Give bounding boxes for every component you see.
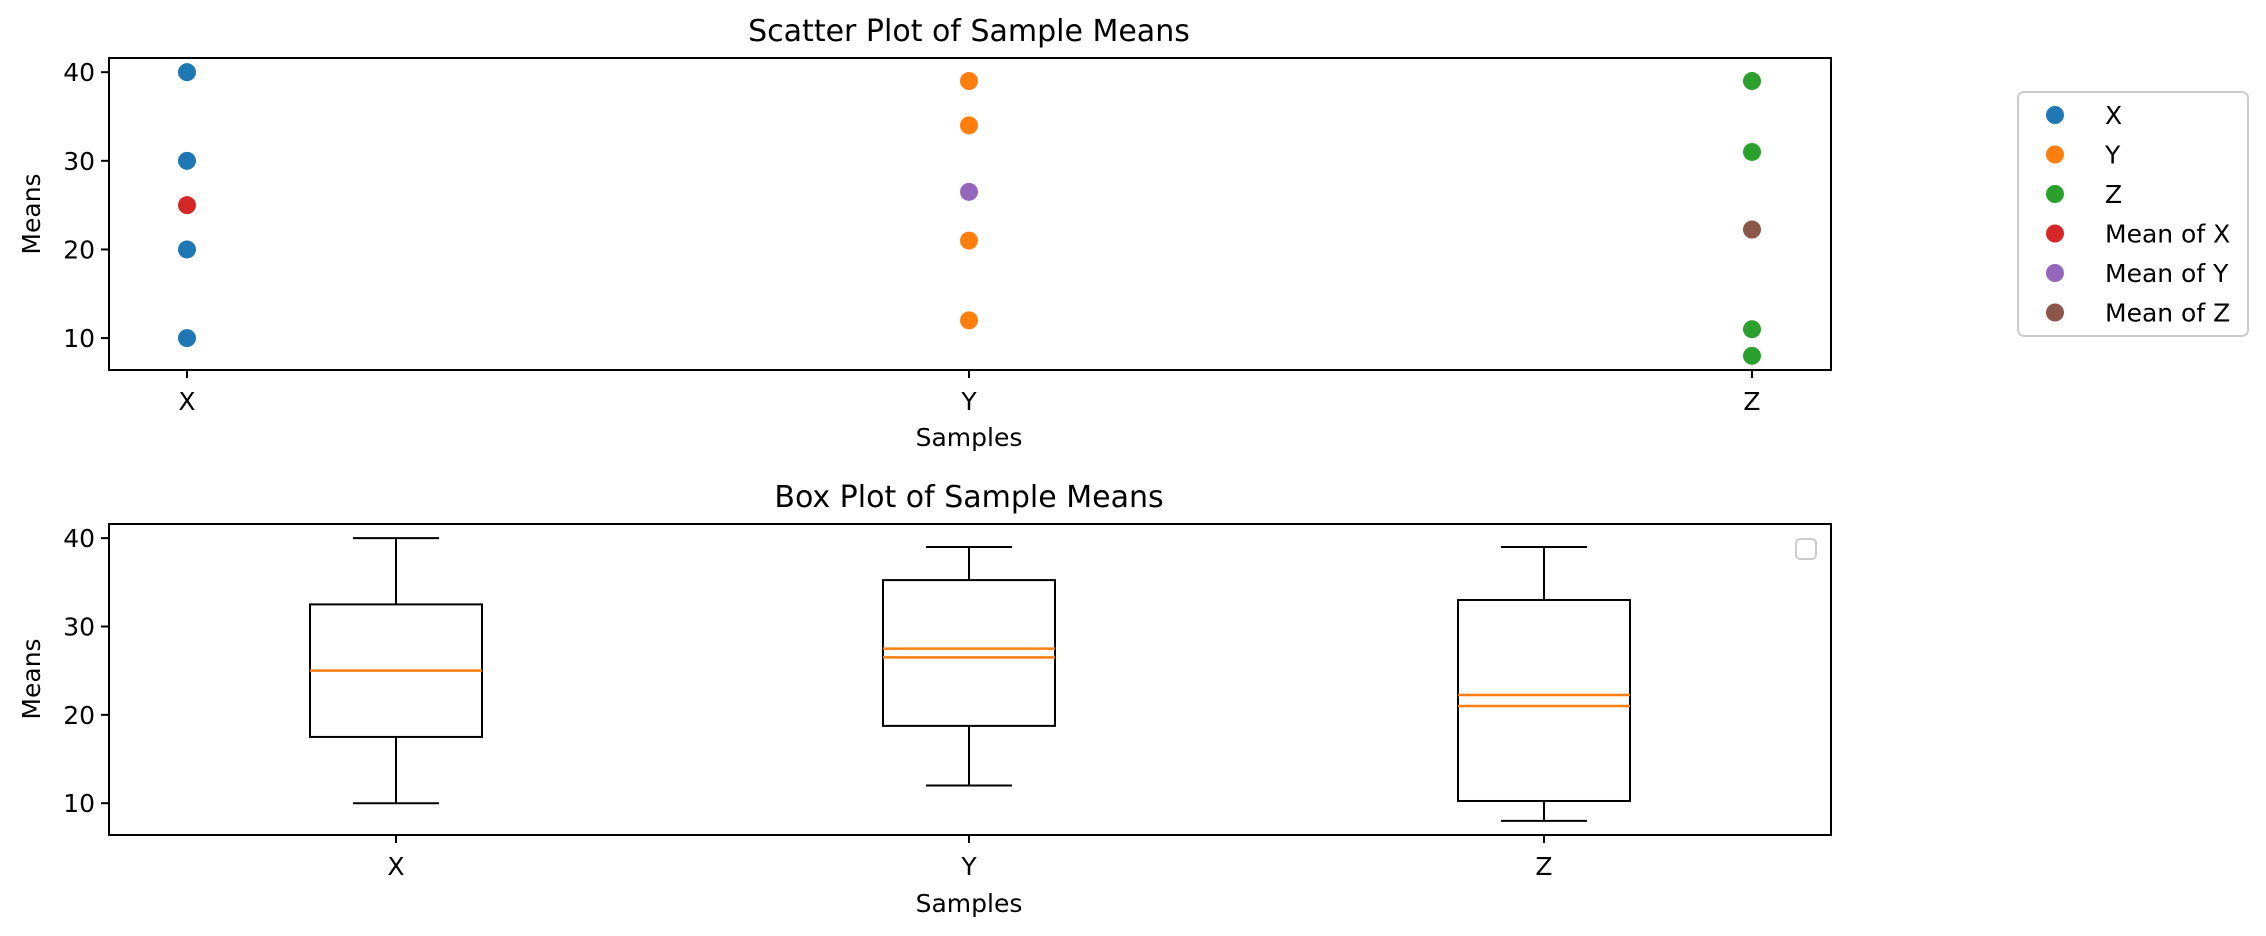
box-z — [1457, 545, 1631, 822]
legend-items: XYZ Mean of X Mean of Y Mean of Z — [2046, 101, 2230, 328]
scatter-x-axis-ticks: X Y Z — [178, 370, 1761, 416]
scatter-title: Scatter Plot of Sample Means — [748, 14, 1190, 49]
legend-marker — [2046, 264, 2064, 282]
y-tick-label: 30 — [63, 147, 95, 176]
y-tick-label: 30 — [63, 612, 95, 641]
scatter-point — [178, 196, 196, 215]
y-tick-label: 40 — [63, 524, 95, 553]
box-y — [882, 545, 1056, 787]
legend-frame — [2017, 91, 2249, 337]
x-tick-label: Z — [1743, 387, 1760, 416]
scatter-point — [960, 182, 978, 201]
legend-label: Mean of X — [2105, 220, 2230, 249]
box-y-axis-ticks: 10 20 30 40 — [63, 524, 109, 818]
legend-label: Mean of Z — [2105, 299, 2230, 328]
scatter-point — [1743, 142, 1761, 161]
scatter-point — [960, 72, 978, 91]
x-tick-label: X — [178, 387, 195, 416]
x-tick-label: Z — [1535, 852, 1552, 881]
box-marks — [309, 537, 1631, 822]
scatter-point — [960, 311, 978, 330]
legend-marker — [2046, 145, 2064, 164]
scatter-point — [960, 231, 978, 250]
scatter-y-axis-label: Means — [17, 173, 46, 254]
y-tick-label: 10 — [63, 324, 95, 353]
legend-label: X — [2105, 101, 2122, 130]
box-title: Box Plot of Sample Means — [774, 480, 1163, 515]
scatter-marks — [178, 63, 1761, 365]
legend-label: Mean of Y — [2105, 259, 2229, 288]
box-x-axis-label: Samples — [916, 889, 1023, 918]
legend-marker — [2046, 185, 2064, 203]
legend-marker — [2046, 106, 2064, 124]
scatter-point — [1743, 72, 1761, 91]
box-y-axis-label: Means — [17, 638, 46, 719]
y-tick-label: 10 — [63, 789, 95, 818]
box-body — [1457, 598, 1631, 802]
box-plot: Box Plot of Sample Means 10 20 30 40 X Y Z Sa… — [17, 480, 1832, 918]
empty-legend-box — [1795, 538, 1817, 560]
y-tick-label: 40 — [63, 58, 95, 87]
scatter-legend: XYZ Mean of X Mean of Y Mean of Z — [2017, 91, 2249, 337]
legend-label: Y — [2104, 141, 2121, 170]
scatter-y-axis-ticks: 10 20 30 40 — [63, 58, 109, 353]
y-tick-label: 20 — [63, 701, 95, 730]
box-body — [882, 579, 1056, 727]
legend-marker — [2046, 303, 2064, 322]
scatter-point — [1743, 320, 1761, 339]
scatter-point — [1743, 220, 1761, 239]
scatter-x-axis-label: Samples — [916, 423, 1023, 452]
box-x-axis-ticks: X Y Z — [387, 835, 1553, 881]
x-tick-label: Y — [960, 387, 977, 416]
scatter-point — [178, 63, 196, 82]
legend-label: Z — [2105, 180, 2122, 209]
legend-marker — [2046, 224, 2064, 243]
x-tick-label: Y — [960, 852, 977, 881]
y-tick-label: 20 — [63, 235, 95, 264]
scatter-point — [960, 116, 978, 135]
scatter-point — [178, 151, 196, 170]
scatter-point — [178, 240, 196, 259]
box-x — [309, 537, 483, 805]
x-tick-label: X — [387, 852, 404, 881]
scatter-point — [1743, 346, 1761, 365]
scatter-point — [178, 329, 196, 348]
